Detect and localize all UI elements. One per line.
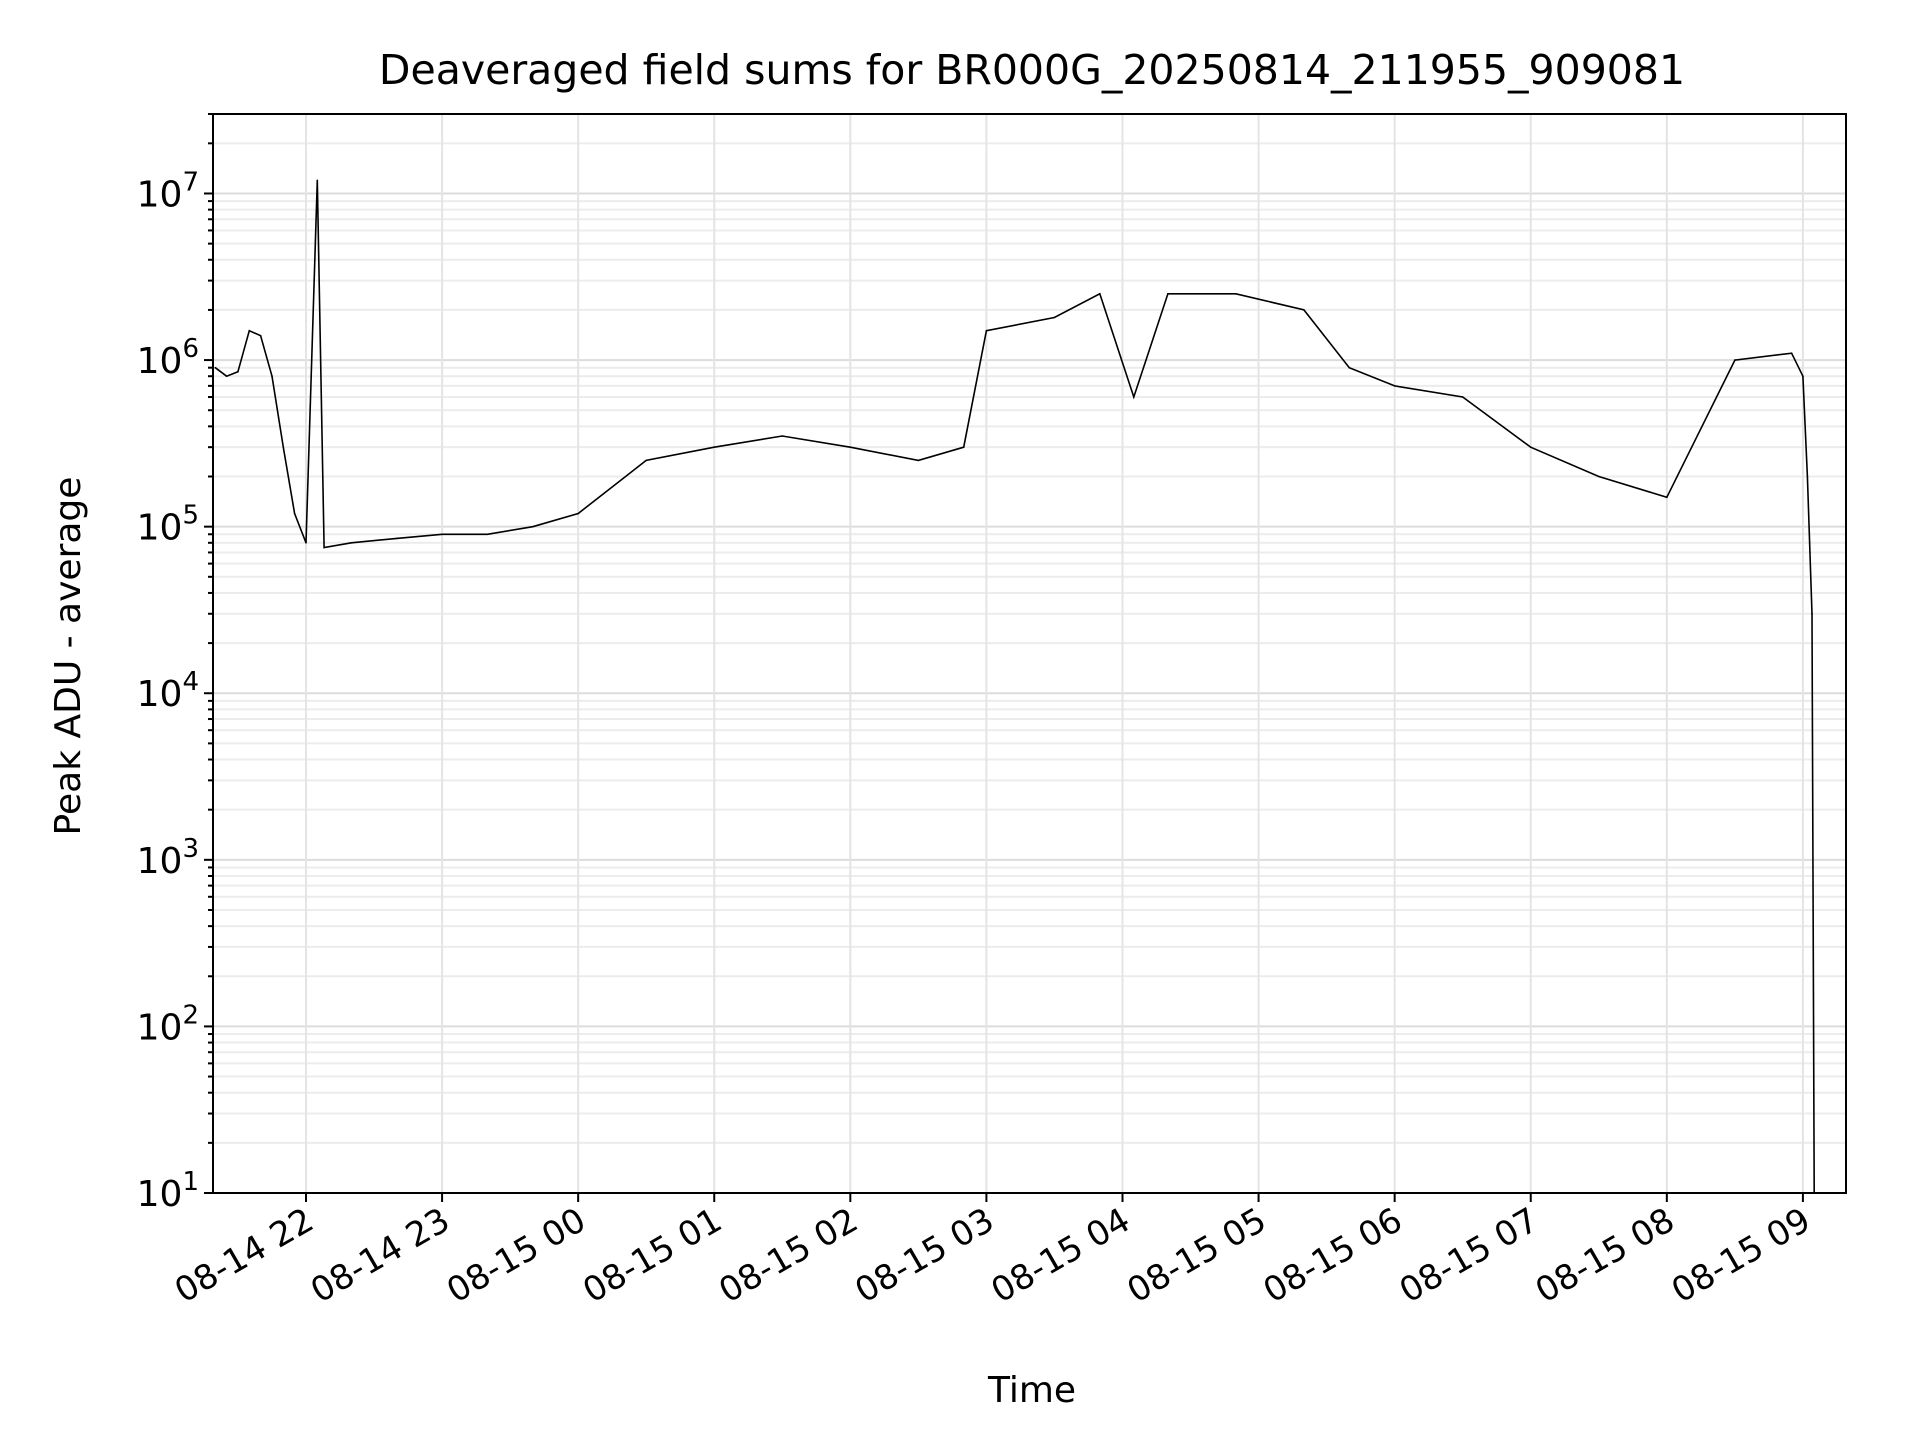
data-point xyxy=(985,329,988,332)
x-tick-label: 08-15 09 xyxy=(1665,1200,1817,1311)
data-point xyxy=(441,533,443,536)
x-tick-label: 08-14 22 xyxy=(168,1200,320,1311)
data-point xyxy=(1133,396,1135,398)
x-tick-label: 08-15 00 xyxy=(440,1200,592,1311)
data-point xyxy=(1393,385,1396,387)
data-point xyxy=(1461,396,1464,398)
y-tick-label: 101 xyxy=(137,1167,199,1215)
y-tick-label: 103 xyxy=(137,834,199,882)
y-tick-label: 107 xyxy=(137,167,199,215)
data-point xyxy=(1734,359,1736,361)
x-tick-label: 08-15 05 xyxy=(1121,1200,1273,1311)
data-point xyxy=(1167,293,1169,295)
x-tick-label: 08-14 23 xyxy=(304,1200,456,1311)
y-tick-label: 102 xyxy=(137,1000,199,1048)
data-point xyxy=(1790,352,1793,355)
data-point xyxy=(917,459,920,462)
data-point xyxy=(1099,293,1101,295)
data-point xyxy=(350,542,353,544)
data-point xyxy=(781,435,784,437)
data-point xyxy=(1529,446,1532,449)
data-point xyxy=(293,512,296,515)
y-tick-label: 106 xyxy=(137,334,199,382)
data-point xyxy=(849,446,852,449)
data-point xyxy=(1806,475,1809,478)
y-axis: 101 102 103 104 105 106 107 xyxy=(137,113,213,1215)
data-point xyxy=(962,446,965,449)
data-point xyxy=(282,446,285,449)
y-tick-label: 105 xyxy=(137,501,199,549)
data-point xyxy=(395,537,398,540)
data-point xyxy=(1811,613,1813,615)
data-point xyxy=(645,459,647,462)
data-point xyxy=(259,334,262,337)
data-point xyxy=(1666,496,1668,499)
x-tick-label: 08-15 03 xyxy=(849,1200,1001,1311)
data-point xyxy=(1303,309,1305,311)
data-point xyxy=(1053,316,1056,319)
data-point xyxy=(532,525,534,528)
x-tick-label: 08-15 01 xyxy=(576,1200,728,1311)
grid xyxy=(213,113,1846,1194)
data-point xyxy=(225,375,228,378)
data-point xyxy=(577,512,579,515)
plot-frame xyxy=(212,113,1847,1194)
data-point xyxy=(1598,475,1600,478)
data-point xyxy=(271,375,273,378)
x-tick-label: 08-15 07 xyxy=(1393,1200,1545,1311)
data-point xyxy=(323,546,325,549)
chart-title: Deaveraged field sums for BR000G_2025081… xyxy=(379,46,1685,94)
data-point xyxy=(1348,366,1351,369)
data-point xyxy=(1235,293,1237,295)
data-point xyxy=(486,533,489,536)
data-point xyxy=(316,179,319,182)
x-tick-label: 08-15 06 xyxy=(1257,1200,1409,1311)
series-line xyxy=(214,180,1815,1194)
data-point xyxy=(237,371,239,373)
x-tick-label: 08-15 08 xyxy=(1529,1200,1681,1311)
y-tick-label: 104 xyxy=(137,667,199,715)
data-point xyxy=(214,366,217,369)
x-axis-label: Time xyxy=(987,1370,1076,1411)
data-trace xyxy=(214,179,1815,1194)
data-point xyxy=(248,329,251,332)
x-tick-label: 08-15 04 xyxy=(985,1200,1137,1311)
x-tick-label: 08-15 02 xyxy=(712,1200,864,1311)
data-point xyxy=(305,542,307,544)
data-point xyxy=(1802,375,1804,378)
y-axis-label: Peak ADU - average xyxy=(48,477,89,836)
data-point xyxy=(713,446,715,449)
